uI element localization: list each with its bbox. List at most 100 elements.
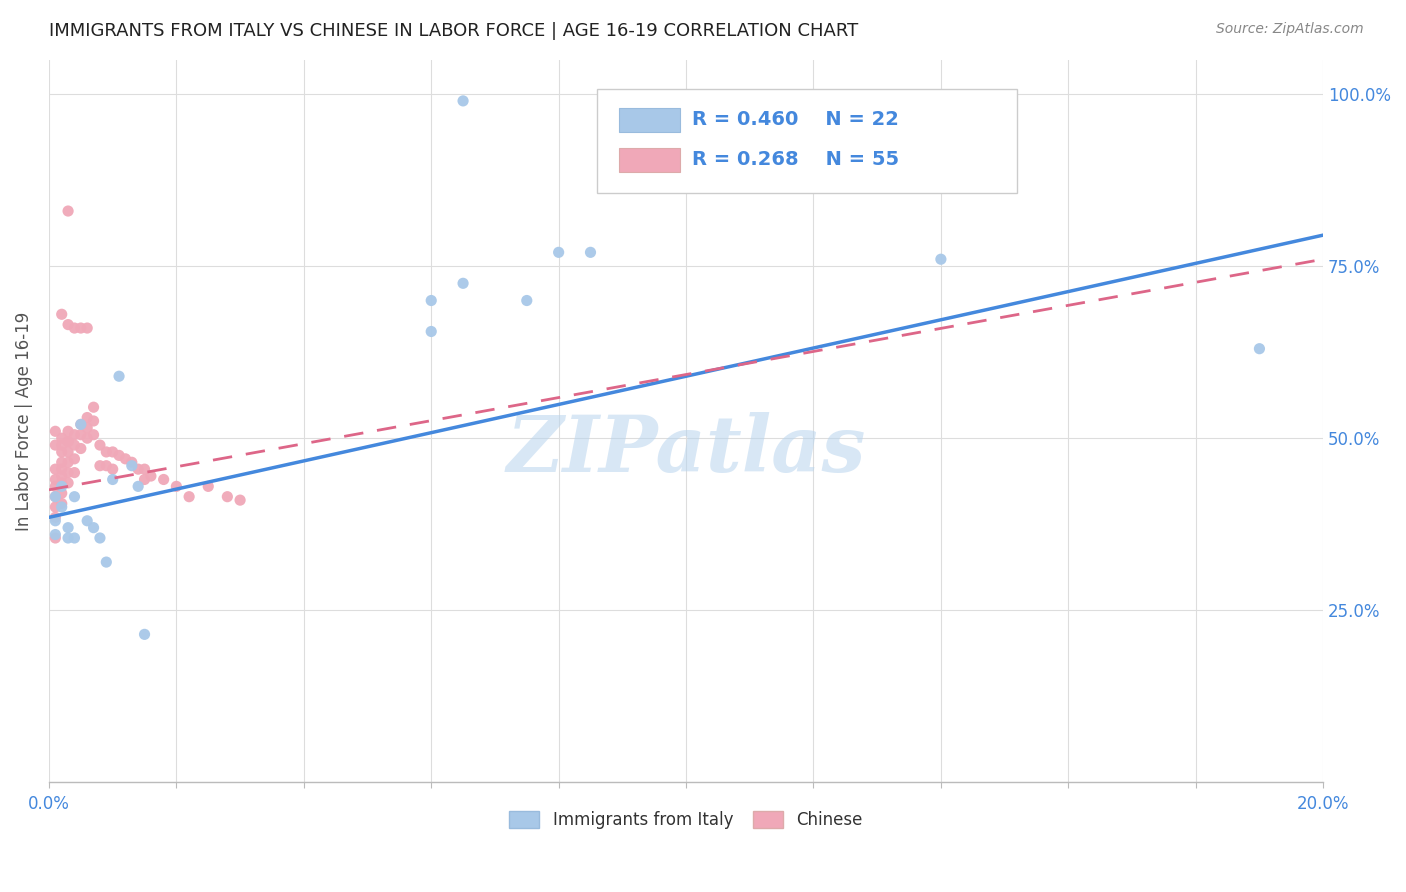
Point — [51, 307, 73, 321]
Text: ZIPatlas: ZIPatlas — [506, 411, 866, 488]
Point — [44, 490, 66, 504]
Point — [229, 493, 252, 508]
Point — [101, 473, 124, 487]
Point — [44, 479, 66, 493]
Point — [134, 462, 156, 476]
Point — [44, 425, 66, 439]
Point — [83, 427, 105, 442]
Point — [76, 321, 98, 335]
Point — [51, 445, 73, 459]
Point — [420, 325, 443, 339]
Point — [76, 514, 98, 528]
Y-axis label: In Labor Force | Age 16-19: In Labor Force | Age 16-19 — [15, 311, 32, 531]
Point — [101, 445, 124, 459]
Point — [134, 473, 156, 487]
Point — [69, 442, 91, 456]
Point — [56, 318, 79, 332]
Point — [76, 431, 98, 445]
Text: IMMIGRANTS FROM ITALY VS CHINESE IN LABOR FORCE | AGE 16-19 CORRELATION CHART: IMMIGRANTS FROM ITALY VS CHINESE IN LABO… — [49, 22, 859, 40]
Point — [56, 521, 79, 535]
Point — [44, 531, 66, 545]
Point — [96, 555, 118, 569]
Point — [56, 475, 79, 490]
Point — [56, 455, 79, 469]
Point — [179, 490, 201, 504]
Point — [51, 479, 73, 493]
Point — [51, 469, 73, 483]
Point — [51, 486, 73, 500]
Point — [51, 438, 73, 452]
Point — [547, 245, 569, 260]
Point — [56, 466, 79, 480]
Point — [51, 500, 73, 514]
Point — [69, 427, 91, 442]
Point — [63, 466, 86, 480]
Point — [63, 490, 86, 504]
Point — [217, 490, 239, 504]
Point — [51, 431, 73, 445]
Point — [101, 462, 124, 476]
Point — [121, 455, 143, 469]
Point — [63, 531, 86, 545]
Point — [121, 458, 143, 473]
Point — [56, 204, 79, 219]
Point — [451, 277, 474, 291]
Legend: Immigrants from Italy, Chinese: Immigrants from Italy, Chinese — [502, 804, 869, 836]
Point — [76, 410, 98, 425]
Point — [108, 369, 131, 384]
Point — [579, 245, 602, 260]
Point — [51, 497, 73, 511]
Point — [51, 475, 73, 490]
Point — [127, 462, 149, 476]
Point — [929, 252, 952, 267]
Point — [83, 401, 105, 415]
Point — [89, 458, 111, 473]
Point — [63, 427, 86, 442]
Point — [69, 321, 91, 335]
Point — [152, 473, 174, 487]
Point — [83, 521, 105, 535]
Point — [44, 500, 66, 514]
Point — [44, 438, 66, 452]
Point — [451, 94, 474, 108]
Text: R = 0.268    N = 55: R = 0.268 N = 55 — [692, 150, 900, 169]
Point — [56, 434, 79, 449]
Point — [44, 462, 66, 476]
Point — [44, 510, 66, 524]
Point — [63, 451, 86, 466]
Point — [516, 293, 538, 308]
Point — [76, 421, 98, 435]
Text: Source: ZipAtlas.com: Source: ZipAtlas.com — [1216, 22, 1364, 37]
Point — [44, 473, 66, 487]
Point — [56, 445, 79, 459]
Point — [56, 434, 79, 449]
Point — [51, 455, 73, 469]
Point — [83, 414, 105, 428]
Point — [197, 479, 219, 493]
Text: R = 0.460    N = 22: R = 0.460 N = 22 — [692, 110, 900, 129]
Point — [139, 469, 162, 483]
Point — [165, 479, 187, 493]
Point — [69, 417, 91, 432]
Point — [420, 293, 443, 308]
Point — [69, 417, 91, 432]
Point — [96, 445, 118, 459]
FancyBboxPatch shape — [619, 108, 679, 132]
Point — [44, 527, 66, 541]
Point — [114, 451, 136, 466]
Point — [51, 462, 73, 476]
Point — [89, 531, 111, 545]
Point — [63, 438, 86, 452]
Point — [89, 438, 111, 452]
Point — [44, 490, 66, 504]
Point — [44, 514, 66, 528]
Point — [96, 458, 118, 473]
Point — [56, 531, 79, 545]
Point — [63, 321, 86, 335]
Point — [56, 425, 79, 439]
Point — [134, 627, 156, 641]
FancyBboxPatch shape — [619, 148, 679, 171]
Point — [127, 479, 149, 493]
Point — [108, 449, 131, 463]
Point — [1249, 342, 1271, 356]
